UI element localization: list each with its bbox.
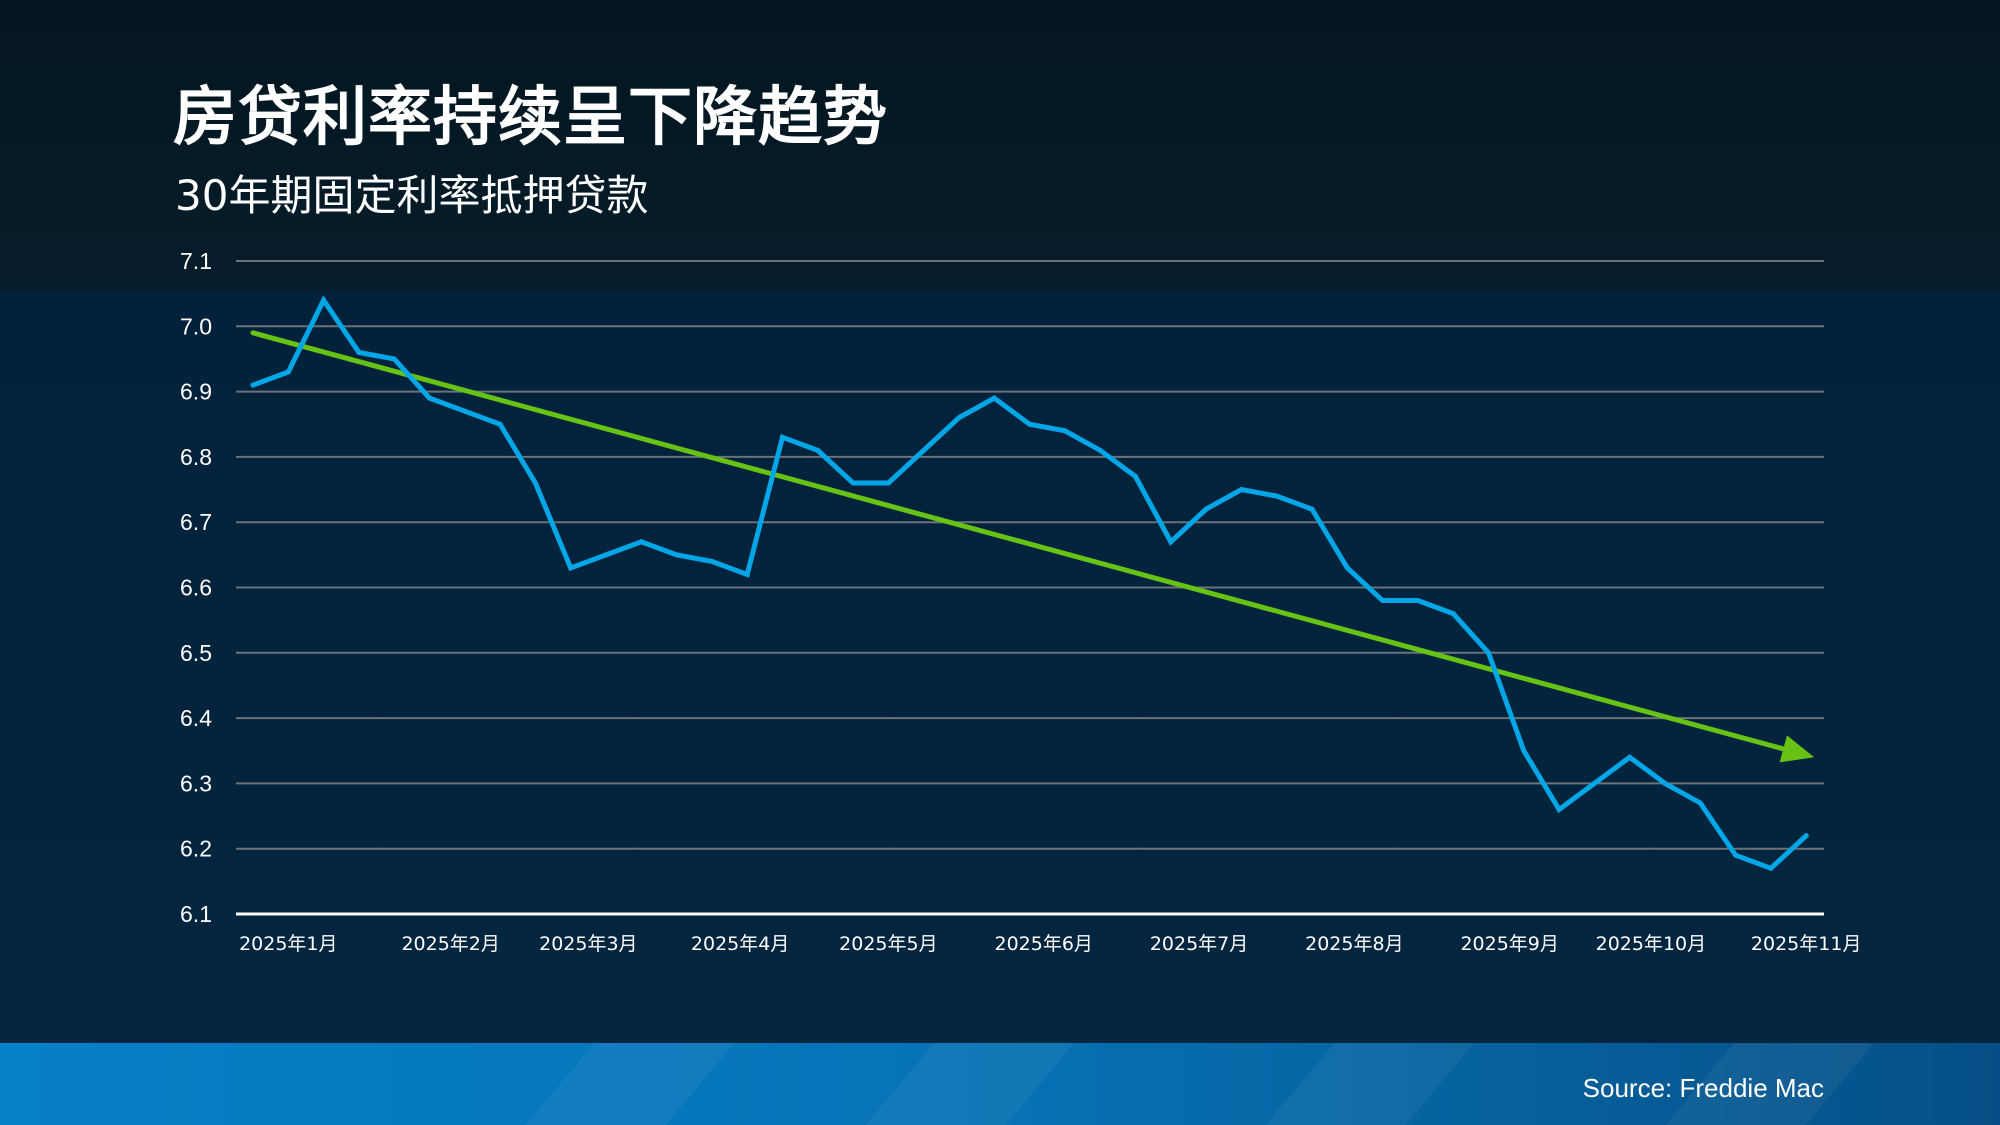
- y-tick-label: 6.2: [180, 836, 212, 862]
- data-point: [1027, 421, 1033, 427]
- data-point: [1627, 754, 1633, 760]
- y-tick-label: 6.5: [180, 640, 212, 666]
- data-point: [991, 395, 997, 401]
- y-tick-label: 6.1: [180, 901, 212, 927]
- x-tick-label: 2025年4月: [691, 933, 789, 955]
- data-point: [1450, 611, 1456, 617]
- data-point: [709, 558, 715, 564]
- data-point: [1662, 780, 1668, 786]
- y-tick-label: 6.3: [180, 770, 212, 796]
- data-point: [568, 565, 574, 571]
- page-subtitle: 30年期固定利率抵押贷款: [175, 171, 649, 220]
- data-point: [1415, 598, 1421, 604]
- data-point: [674, 552, 680, 558]
- trend-line: [250, 330, 1786, 752]
- data-point: [1591, 780, 1597, 786]
- data-point: [1133, 473, 1138, 479]
- data-point: [744, 571, 750, 577]
- x-tick-label: 2025年8月: [1305, 933, 1403, 955]
- y-tick-label: 7.0: [180, 313, 212, 339]
- x-tick-label: 2025年2月: [401, 933, 499, 955]
- data-point: [1062, 428, 1068, 434]
- data-point: [780, 434, 785, 440]
- header-band: [0, 0, 2000, 292]
- y-tick-label: 6.7: [180, 509, 212, 535]
- data-point: [1168, 539, 1174, 545]
- data-point: [250, 382, 256, 388]
- data-point: [956, 415, 962, 421]
- data-point: [285, 369, 291, 375]
- data-point: [321, 297, 327, 303]
- data-point: [1803, 833, 1809, 839]
- data-point: [1097, 447, 1103, 453]
- data-point: [497, 421, 503, 427]
- trend-arrowhead-icon: [1779, 735, 1815, 763]
- data-point: [1309, 506, 1315, 512]
- data-point: [1768, 865, 1774, 871]
- x-tick-label: 2025年10月: [1596, 933, 1707, 955]
- data-point: [815, 447, 821, 453]
- y-tick-label: 6.4: [180, 705, 212, 731]
- x-tick-label: 2025年9月: [1460, 933, 1558, 955]
- data-point: [356, 349, 362, 355]
- footer-band: Source: Freddie Mac: [0, 1043, 2000, 1125]
- data-point: [1556, 807, 1562, 813]
- data-point: [1380, 598, 1386, 604]
- data-point: [921, 447, 927, 453]
- data-point: [603, 552, 609, 558]
- data-point: [1697, 800, 1703, 806]
- data-point: [850, 480, 856, 486]
- data-point: [1521, 748, 1527, 754]
- line-chart: 7.1 7.0 6.9 6.8 6.7 6.6 6.5 6.4 6.3 6.2 6.1 2025年1…: [180, 248, 1862, 955]
- data-point: [427, 395, 432, 401]
- data-point: [1274, 493, 1280, 499]
- x-tick-label: 2025年1月: [239, 933, 337, 955]
- y-tick-label: 6.9: [180, 379, 212, 405]
- data-point: [1733, 852, 1739, 858]
- data-point: [1486, 650, 1491, 656]
- source-label: Source: Freddie Mac: [1582, 1073, 1824, 1103]
- data-point: [638, 539, 644, 545]
- y-tick-label: 6.6: [180, 575, 212, 601]
- x-tick-label: 2025年11月: [1751, 933, 1862, 955]
- page-title: 房贷利率持续呈下降趋势: [173, 81, 888, 155]
- y-tick-label: 6.8: [180, 444, 212, 470]
- x-tick-label: 2025年3月: [539, 933, 637, 955]
- y-tick-label: 7.1: [180, 248, 212, 274]
- data-point: [532, 480, 538, 486]
- data-point: [1203, 506, 1209, 512]
- data-point: [1238, 487, 1244, 493]
- x-tick-label: 2025年7月: [1150, 933, 1248, 955]
- data-point: [1344, 565, 1350, 571]
- x-tick-label: 2025年5月: [839, 933, 937, 955]
- x-tick-label: 2025年6月: [994, 933, 1092, 955]
- data-point: [462, 408, 468, 414]
- data-point: [391, 356, 397, 362]
- data-point: [885, 480, 891, 486]
